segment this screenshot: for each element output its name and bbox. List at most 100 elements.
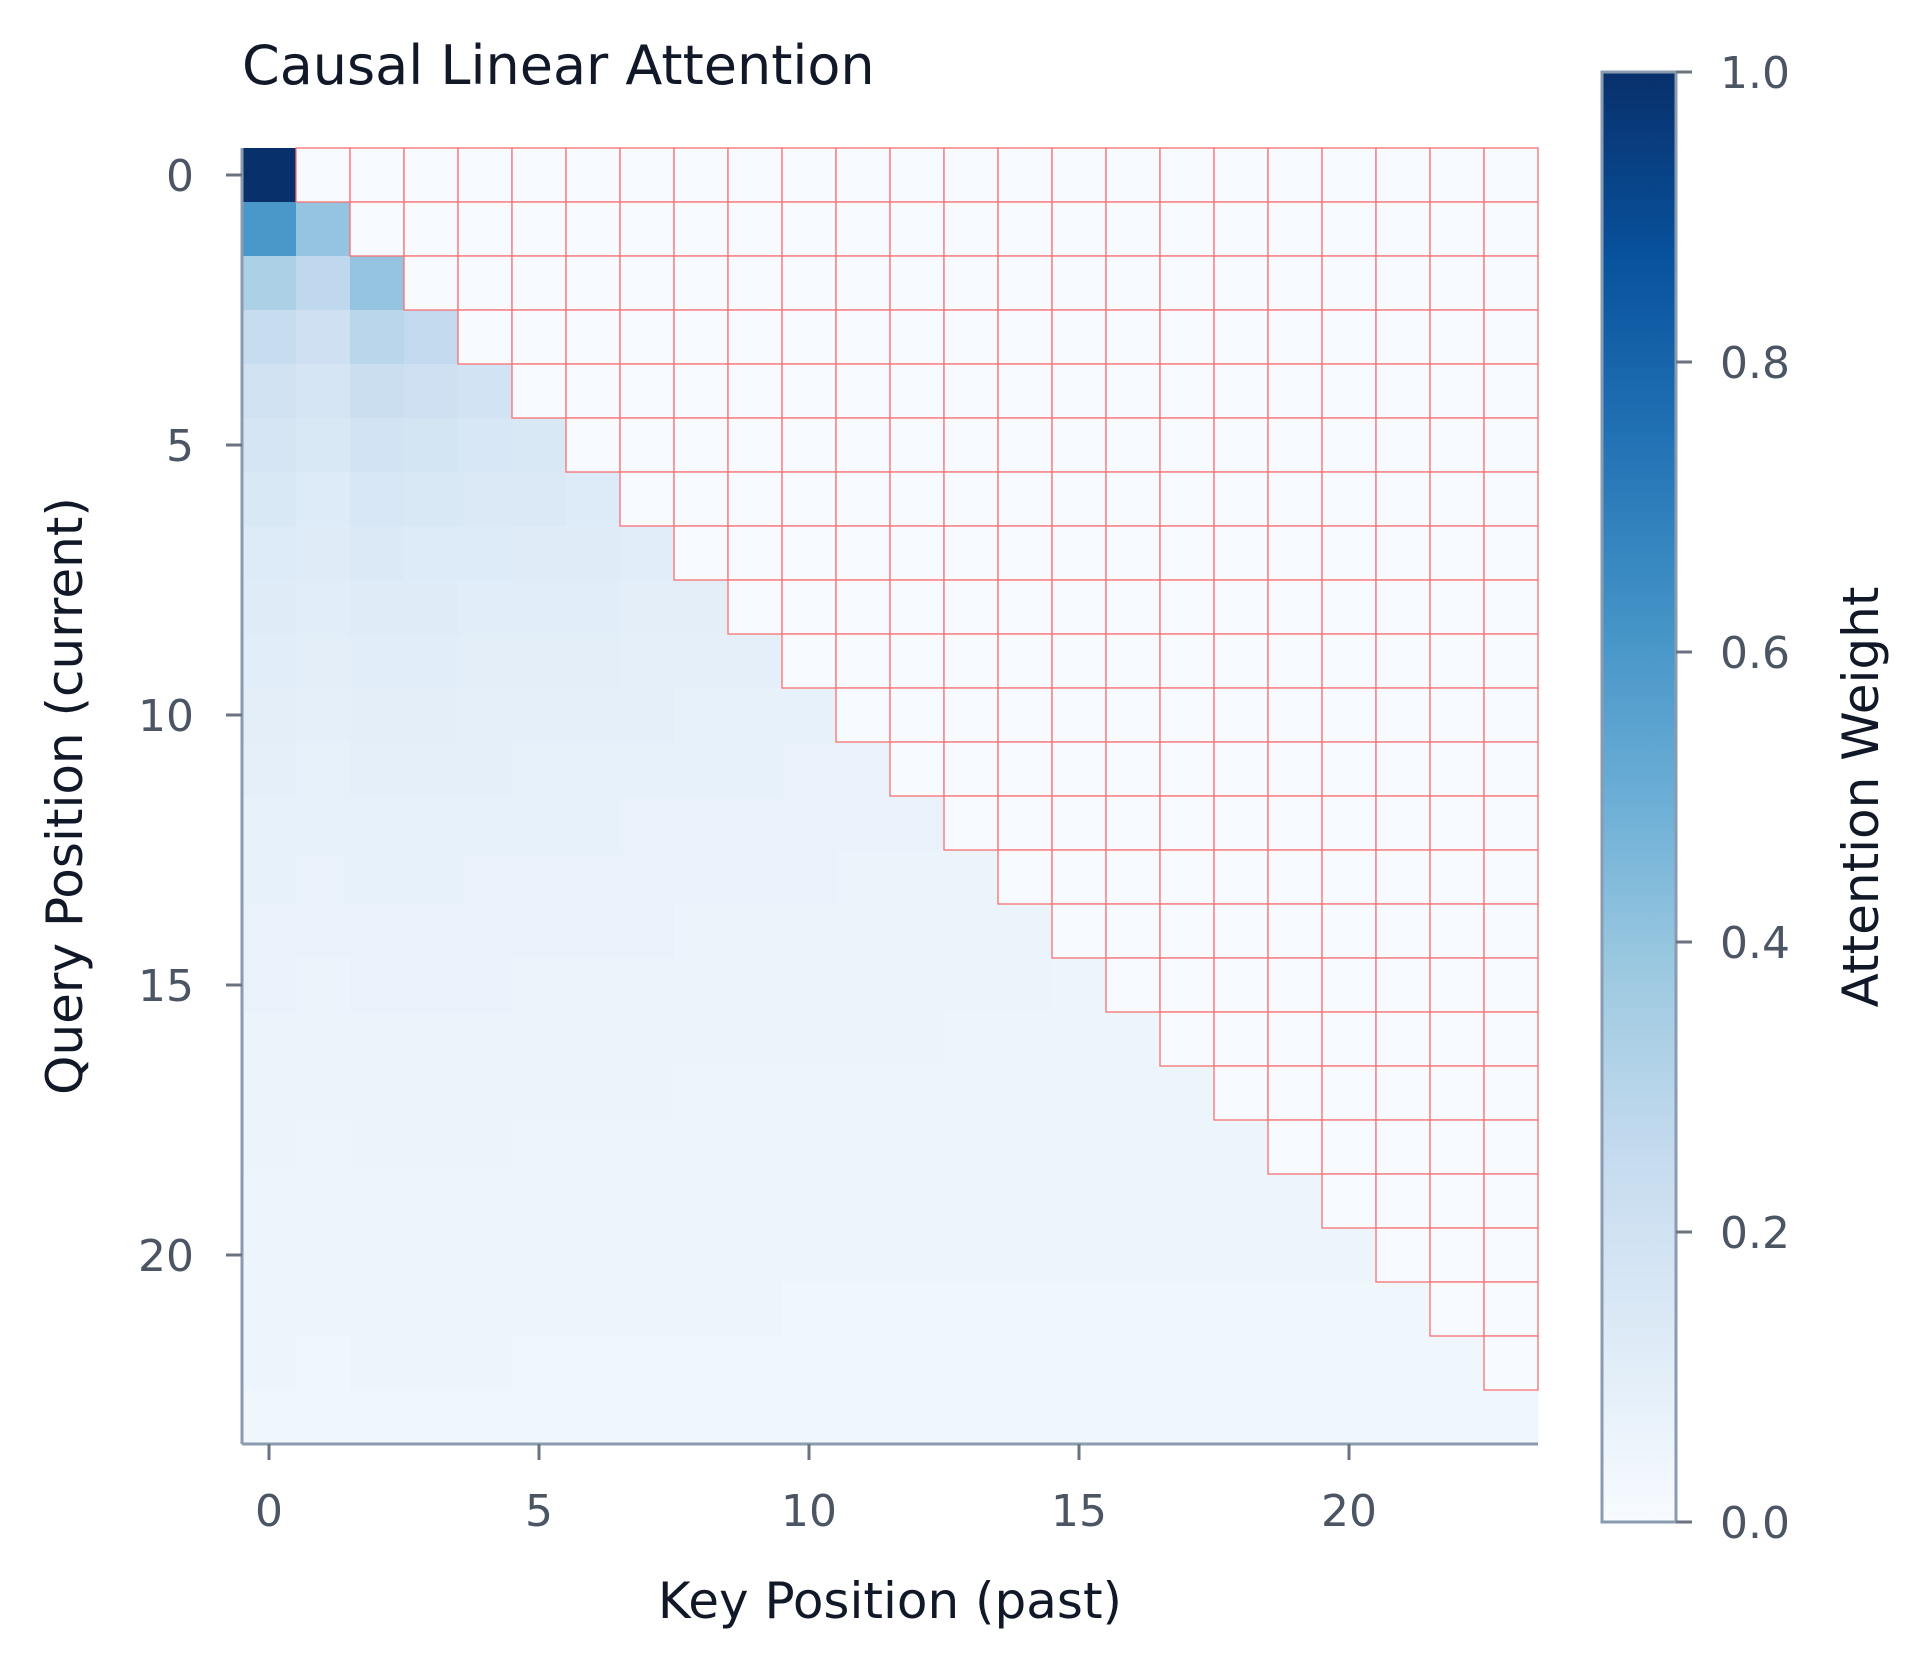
heatmap-cell — [782, 1012, 837, 1067]
heatmap-cell — [1106, 1282, 1161, 1337]
heatmap-cell — [512, 1012, 567, 1067]
masked-cell — [1051, 147, 1107, 203]
masked-cell — [1321, 1119, 1377, 1175]
masked-cell — [1483, 579, 1539, 635]
masked-cell — [1429, 903, 1485, 959]
heatmap-cell — [404, 688, 459, 743]
heatmap-cell — [566, 1282, 621, 1337]
heatmap-cell — [350, 1390, 405, 1445]
masked-cell — [565, 255, 621, 311]
heatmap-cell — [566, 958, 621, 1013]
heatmap-cell — [890, 850, 945, 905]
masked-cell — [1321, 417, 1377, 473]
heatmap-cell — [782, 1228, 837, 1283]
heatmap-cell — [1376, 1282, 1431, 1337]
colorbar — [1600, 70, 1678, 1524]
masked-cell — [997, 201, 1053, 257]
masked-cell — [1321, 579, 1377, 635]
masked-cell — [1051, 795, 1107, 851]
heatmap-cell — [944, 1174, 999, 1229]
masked-cell — [781, 471, 837, 527]
heatmap-cell — [458, 1336, 513, 1391]
masked-cell — [1429, 849, 1485, 905]
heatmap-cell — [782, 958, 837, 1013]
masked-cell — [835, 363, 891, 419]
heatmap-cell — [1052, 1282, 1107, 1337]
masked-cell — [781, 363, 837, 419]
x-axis-ticks: 0 5 10 15 20 — [255, 1444, 1377, 1537]
masked-cell — [1051, 579, 1107, 635]
heatmap-cell — [404, 958, 459, 1013]
heatmap-cell — [1322, 1390, 1377, 1445]
heatmap-cell — [242, 310, 297, 365]
masked-cell — [1429, 1227, 1485, 1283]
heatmap-cell — [242, 742, 297, 797]
heatmap-cell — [566, 796, 621, 851]
masked-cell — [565, 363, 621, 419]
heatmap-cell — [296, 1282, 351, 1337]
heatmap-cell — [242, 1282, 297, 1337]
masked-cell — [1159, 201, 1215, 257]
heatmap-cell — [620, 1228, 675, 1283]
heatmap-cell — [404, 1282, 459, 1337]
masked-cell — [1213, 147, 1269, 203]
heatmap-cell — [458, 472, 513, 527]
masked-cell — [1483, 1119, 1539, 1175]
masked-cell — [1213, 1011, 1269, 1067]
colorbar-tick-label: 0.4 — [1720, 918, 1790, 969]
masked-cell — [1213, 201, 1269, 257]
heatmap-cell — [944, 1228, 999, 1283]
heatmap-cell — [728, 1336, 783, 1391]
masked-cell — [1159, 687, 1215, 743]
heatmap-cell — [836, 1282, 891, 1337]
masked-cell — [673, 309, 729, 365]
masked-cell — [1051, 471, 1107, 527]
masked-cell — [1429, 633, 1485, 689]
heatmap-cell — [458, 796, 513, 851]
heatmap-cell — [1052, 1120, 1107, 1175]
heatmap-cell — [674, 1174, 729, 1229]
heatmap-cell — [782, 1390, 837, 1445]
heatmap-cell — [1106, 1120, 1161, 1175]
masked-cell — [1051, 417, 1107, 473]
heatmap-cell — [674, 1012, 729, 1067]
heatmap-cell — [350, 850, 405, 905]
heatmap-cell — [566, 472, 621, 527]
masked-cell — [1213, 633, 1269, 689]
masked-cell — [1375, 579, 1431, 635]
y-tick-label: 20 — [138, 1231, 194, 1282]
masked-region — [295, 147, 1539, 1391]
heatmap-cell — [890, 1228, 945, 1283]
masked-cell — [1483, 849, 1539, 905]
masked-cell — [997, 363, 1053, 419]
heatmap-cell — [1214, 1282, 1269, 1337]
heatmap-cell — [566, 634, 621, 689]
heatmap-cell — [296, 634, 351, 689]
heatmap-cell — [674, 634, 729, 689]
heatmap-cell — [836, 904, 891, 959]
masked-cell — [1375, 849, 1431, 905]
heatmap-cell — [890, 1282, 945, 1337]
heatmap-cell — [296, 1120, 351, 1175]
masked-cell — [1105, 363, 1161, 419]
colorbar-tick-label: 0.2 — [1720, 1208, 1790, 1259]
masked-cell — [781, 633, 837, 689]
masked-cell — [1375, 309, 1431, 365]
heatmap-cell — [674, 796, 729, 851]
masked-cell — [1267, 1065, 1323, 1121]
heatmap-cell — [242, 580, 297, 635]
masked-cell — [1429, 363, 1485, 419]
masked-cell — [1483, 1281, 1539, 1337]
masked-cell — [1105, 471, 1161, 527]
masked-cell — [1213, 255, 1269, 311]
heatmap-cell — [296, 526, 351, 581]
heatmap-cell — [242, 688, 297, 743]
heatmap-cell — [242, 364, 297, 419]
masked-cell — [457, 255, 513, 311]
heatmap-cell — [566, 850, 621, 905]
masked-cell — [1321, 147, 1377, 203]
masked-cell — [1105, 849, 1161, 905]
masked-cell — [1429, 1011, 1485, 1067]
masked-cell — [1483, 417, 1539, 473]
heatmap-cell — [620, 1336, 675, 1391]
